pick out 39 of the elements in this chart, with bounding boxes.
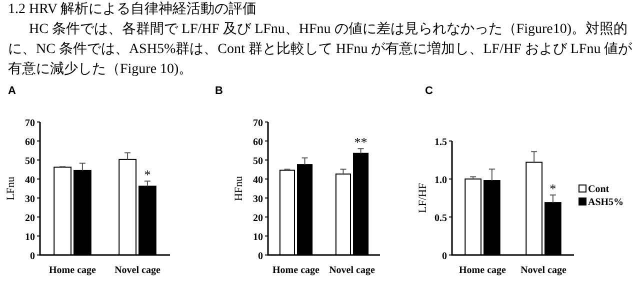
x-tick-label: Novel cage: [520, 265, 567, 276]
y-tick-label: 0: [258, 251, 263, 262]
x-tick-label: Novel cage: [114, 265, 161, 276]
y-tick-label: 20: [25, 213, 35, 224]
y-tick-label: 0.5: [434, 213, 447, 224]
y-tick-label: 60: [25, 137, 35, 148]
y-tick-label: 1.0: [434, 175, 447, 186]
y-axis-title: LFnu: [5, 176, 17, 200]
y-tick-label: 10: [25, 232, 35, 243]
y-axis-title: HFnu: [233, 175, 245, 202]
chart-title: B: [215, 85, 223, 97]
chart-title: C: [425, 85, 433, 97]
x-tick-label: Home cage: [459, 265, 507, 276]
text: 1.2 HRV 解析による自律神経活動の評価: [8, 0, 258, 19]
y-tick-label: 30: [25, 194, 35, 205]
y-tick-label: 10: [253, 232, 263, 243]
y-tick-label: 40: [253, 175, 263, 186]
y-tick-label: 20: [253, 213, 263, 224]
x-tick-label: Home cage: [49, 265, 97, 276]
y-tick-label: 50: [25, 156, 35, 167]
annotation: *: [144, 167, 151, 182]
y-tick-label: 0: [30, 251, 35, 262]
annotation: **: [354, 134, 368, 150]
chart-title: A: [8, 85, 16, 97]
text: HC 条件では、各群間で LF/HF 及び LFnu、HFnu の値に差は見られなかった（Figure10)。対照的に、NC 条件では、ASH5%群は、Cont 群と比較して HFnu が有意に増加し、LF/HF および LFnu 値が有意に減少した（Figure 10)。: [8, 20, 634, 79]
y-tick-label: 40: [25, 175, 35, 186]
x-tick-label: Home cage: [272, 265, 320, 276]
y-tick-label: 70: [253, 118, 263, 129]
y-tick-label: 0: [442, 251, 447, 262]
y-axis-title: LF/HF: [417, 183, 429, 213]
y-tick-label: 30: [253, 194, 263, 205]
y-tick-label: 60: [253, 137, 263, 148]
legend-label: ASH5%: [588, 197, 624, 208]
annotation: *: [550, 180, 556, 196]
y-tick-label: 1.5: [434, 137, 447, 148]
y-tick-label: 50: [253, 156, 263, 167]
x-tick-label: Novel cage: [329, 265, 376, 276]
y-tick-label: 70: [25, 118, 35, 129]
legend-label: Cont: [588, 184, 610, 195]
